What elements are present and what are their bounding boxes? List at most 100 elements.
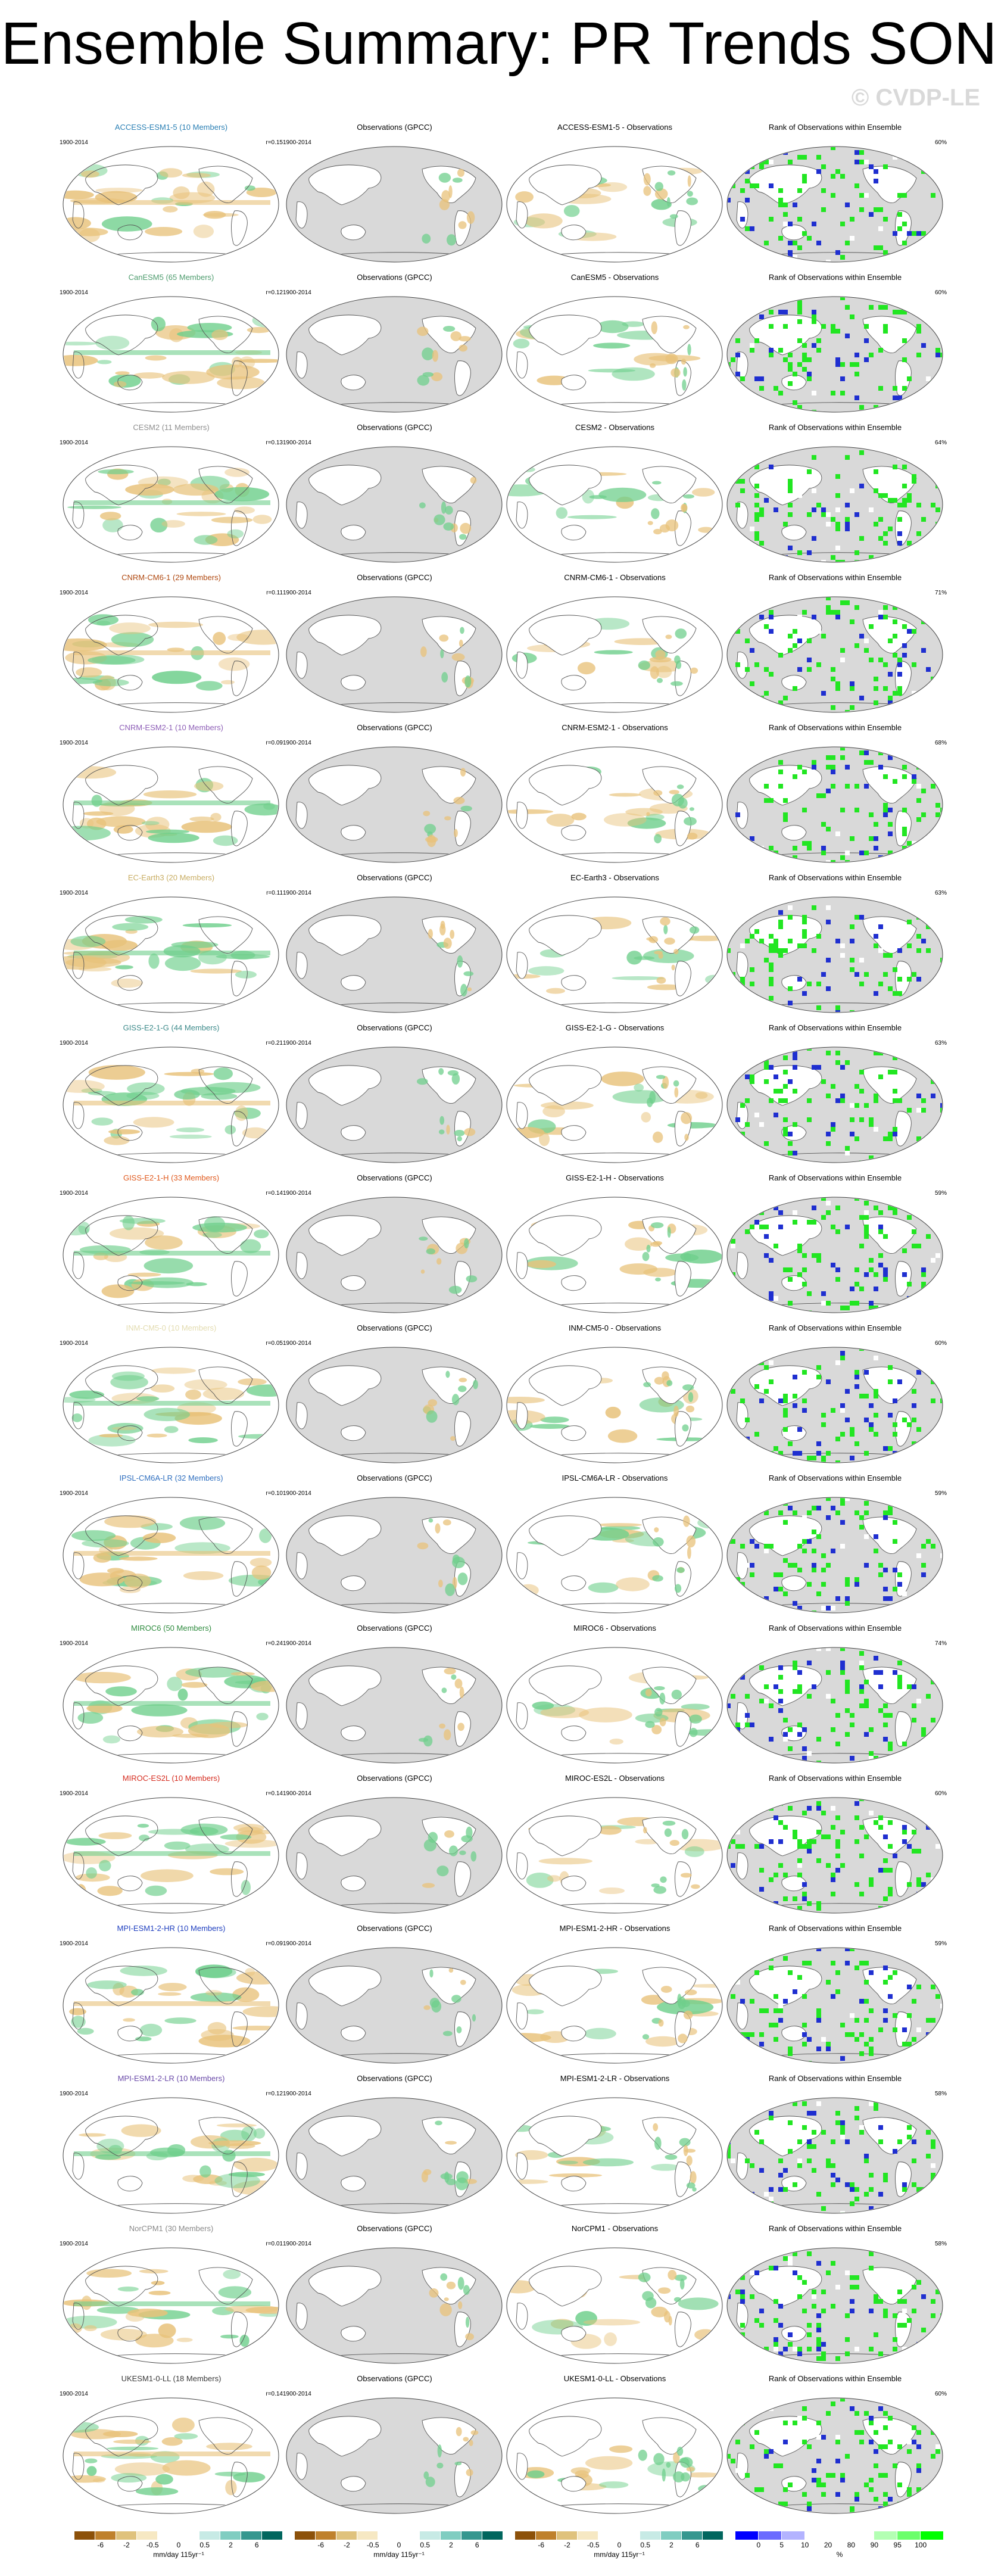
rank-cell — [883, 2008, 888, 2013]
rank-cell — [864, 1534, 869, 1539]
rank-cell — [745, 169, 750, 174]
rank-cell — [912, 1005, 916, 1010]
rank-cell — [826, 2473, 831, 2478]
diff-map — [506, 1797, 723, 1914]
trend-patch — [571, 812, 587, 821]
rank-cell — [902, 1798, 907, 1801]
land-trend-patch — [424, 824, 436, 834]
coastline — [862, 1667, 917, 1704]
rank-cell — [797, 667, 802, 672]
rank-cell — [821, 2037, 826, 2042]
land-trend-patch — [687, 175, 691, 187]
rank-cell — [788, 2256, 793, 2261]
rank-cell — [802, 1994, 807, 1999]
rank-cell — [750, 1563, 754, 1568]
rank-cell — [793, 255, 797, 260]
rank-cell — [750, 1539, 754, 1544]
rank-map — [726, 1497, 943, 1613]
rank-cell — [869, 2251, 874, 2256]
rank-cell — [907, 1282, 912, 1287]
rank-cell — [764, 958, 769, 963]
rank-map — [726, 746, 943, 863]
rank-cell — [883, 1089, 888, 1094]
rank-cell — [759, 1201, 764, 1206]
rank-cell — [774, 948, 778, 953]
rank-cell — [921, 991, 926, 996]
rank-cell — [807, 2251, 812, 2256]
coastline — [295, 1252, 308, 1279]
rank-cell — [788, 634, 793, 638]
rank-cell — [869, 507, 874, 512]
rank-cell — [826, 1606, 831, 1611]
map-outline — [506, 1347, 723, 1463]
rank-cell — [935, 1291, 940, 1296]
rank-cell — [840, 376, 845, 381]
rank-cell — [912, 479, 916, 484]
diff-map — [506, 296, 723, 413]
rank-cell — [797, 155, 802, 160]
rank-cell — [735, 372, 740, 376]
period-label: 1900-2014 — [60, 1040, 88, 1046]
land-trend-patch — [428, 1831, 438, 1843]
rank-cell — [831, 1127, 835, 1132]
trend-patch — [164, 1071, 214, 1076]
rank-cell — [816, 1648, 821, 1651]
rank-cell — [764, 2061, 769, 2063]
rank-cell — [821, 1811, 826, 1815]
rank-cell — [802, 1961, 807, 1966]
rank-cell — [769, 963, 774, 967]
rank-cell — [921, 1146, 926, 1151]
rank-cell — [840, 808, 845, 812]
coastline — [72, 1252, 85, 1279]
rank-cell — [850, 1722, 854, 1727]
observations-panel: Observations (GPCC) 1900-2014 — [283, 2224, 506, 2374]
land-trend-patch — [684, 1133, 689, 1141]
rank-cell — [916, 410, 921, 412]
rank-cell — [821, 2130, 826, 2135]
trend-patch — [164, 955, 201, 971]
rank-cell — [878, 493, 883, 498]
rank-cell — [907, 297, 912, 300]
coastline — [736, 502, 748, 529]
rank-cell — [878, 147, 883, 150]
land-trend-patch — [682, 1424, 689, 1432]
rank-cell — [859, 1684, 864, 1689]
land-trend-patch — [673, 949, 679, 955]
map-outline — [286, 746, 503, 863]
rank-cell — [907, 2492, 912, 2497]
rank-cell — [859, 160, 864, 164]
colorbar-swatch — [598, 2531, 619, 2540]
trend-patch — [638, 660, 686, 672]
rank-cell — [821, 851, 826, 855]
coastline — [642, 1066, 697, 1104]
land-trend-patch — [682, 379, 687, 391]
difference-title: CanESM5 - Observations — [570, 273, 659, 282]
period-label: 1900-2014 — [283, 740, 311, 746]
rank-cell — [802, 174, 807, 179]
rank-cell — [802, 1844, 807, 1849]
rank-cell — [816, 1534, 821, 1539]
rank-cell — [735, 460, 740, 465]
land-trend-patch — [459, 534, 467, 540]
rank-cell — [940, 155, 942, 160]
coastline — [454, 2011, 471, 2047]
rank-cell — [754, 1844, 759, 1849]
rank-cell — [740, 1675, 745, 1680]
rank-cell — [731, 560, 735, 562]
land-trend-patch — [457, 1136, 462, 1142]
land-trend-patch — [679, 2278, 685, 2290]
land-trend-patch — [454, 1678, 463, 1689]
trend-patch — [155, 2474, 173, 2485]
land-trend-patch — [417, 1542, 429, 1550]
rank-cell — [816, 1901, 821, 1906]
rank-cell — [845, 2139, 850, 2144]
rank-cell — [893, 600, 897, 605]
difference-title: ACCESS-ESM1-5 - Observations — [557, 123, 672, 132]
rank-cell — [935, 1055, 940, 1060]
rank-cell — [793, 747, 797, 750]
rank-cell — [788, 1727, 793, 1732]
equatorial-band — [74, 1401, 270, 1406]
trend-patch — [206, 2443, 252, 2450]
rank-cell — [883, 531, 888, 536]
rank-cell — [931, 474, 935, 479]
